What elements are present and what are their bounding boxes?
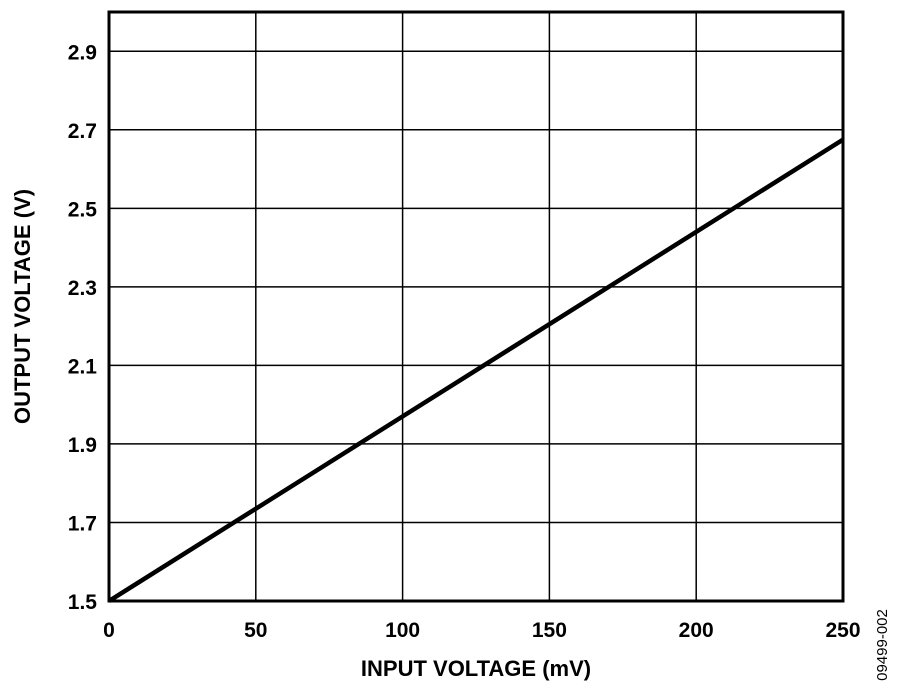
- x-tick-label: 200: [679, 619, 714, 642]
- y-tick-labels: 1.5 1.7 1.9 2.1 2.3 2.5 2.7 2.9: [68, 41, 98, 614]
- series-line: [107, 137, 845, 603]
- figure-id: 09499-002: [874, 609, 891, 681]
- x-tick-label: 250: [825, 619, 860, 642]
- x-tick-label: 100: [385, 619, 420, 642]
- y-tick-label: 2.3: [68, 277, 97, 300]
- x-tick-label: 150: [532, 619, 567, 642]
- x-axis-title: INPUT VOLTAGE (mV): [361, 656, 591, 681]
- y-tick-label: 2.9: [68, 41, 97, 64]
- y-tick-label: 1.5: [68, 591, 98, 614]
- plot-frame: [107, 10, 845, 603]
- y-tick-label: 1.7: [68, 512, 97, 535]
- y-tick-label: 2.5: [68, 198, 98, 221]
- grid-lines: [108, 12, 844, 602]
- y-tick-label: 1.9: [68, 434, 97, 457]
- x-tick-label: 0: [103, 619, 115, 642]
- y-tick-label: 2.7: [68, 120, 97, 143]
- series-layer: [107, 137, 845, 603]
- x-tick-labels: 0 50 100 150 200 250: [103, 619, 860, 642]
- y-tick-label: 2.1: [68, 355, 98, 378]
- x-tick-label: 50: [244, 619, 267, 642]
- y-axis-title: OUTPUT VOLTAGE (V): [10, 189, 35, 424]
